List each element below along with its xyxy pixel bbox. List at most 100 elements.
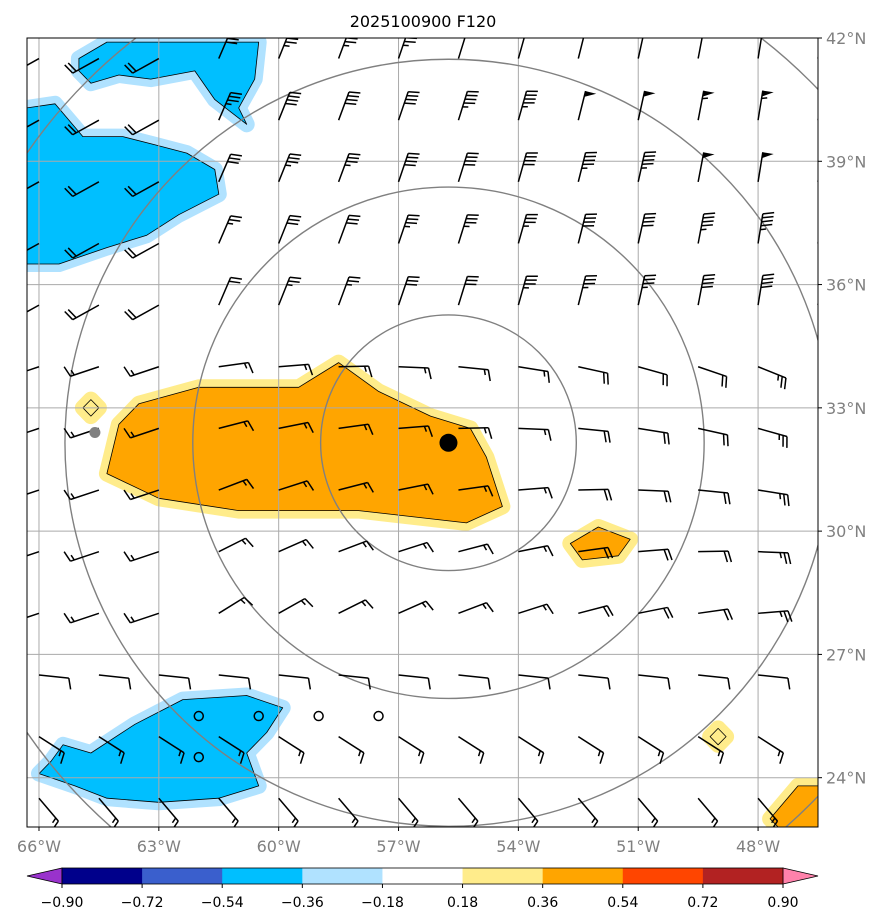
wind-barb-staff [637,90,646,121]
wind-barb [457,797,479,827]
wind-barb [278,598,314,614]
wind-barb-feather [306,480,315,491]
wind-barb [338,540,374,553]
wind-barb-feather [427,483,434,495]
wind-barb [98,797,119,827]
wind-barb [697,427,729,447]
wind-barb-feather [123,612,131,624]
wind-barb-half-feather [423,426,428,432]
wind-barb-feather [643,216,656,219]
wind-barb-staff [577,152,587,183]
wind-barb [577,151,597,183]
wind-barb-staff [218,277,232,306]
colorbar: −0.90 −0.72 −0.54 −0.36 −0.18 0.18 0.36 0.54 0.7… [26,867,819,911]
region-blue-sw [38,695,284,803]
region-yellow-dot-east [709,728,727,746]
wind-barb-feather [230,91,243,95]
wind-barb-feather [408,152,420,155]
wind-barb [124,57,160,74]
wind-barb [397,91,420,121]
wind-barb-feather [123,551,131,562]
wind-barb-half-feather [777,750,781,757]
wind-barb-feather [247,678,252,690]
wind-barb-half-feather [361,601,367,607]
wind-barb [697,212,716,244]
calm-station-circle [193,751,205,763]
wind-barb-half-feather [343,44,350,47]
wind-barb-staff [398,425,429,430]
wind-barb-half-feather [542,604,547,611]
wind-barb-half-feather [130,493,135,499]
region-blue-nw-top [78,41,260,125]
wind-barb-feather [722,433,725,446]
wind-barb-feather [546,603,554,615]
region-orange-corner [769,785,818,827]
wind-barb-half-feather [70,493,75,499]
wind-barb [278,363,314,376]
wind-barb-staff [72,119,100,136]
wind-barb-half-feather [771,817,776,824]
wind-barb-staff [27,366,40,372]
wind-barb-feather [230,215,243,219]
wind-barb-staff [130,366,160,377]
wind-barb-half-feather [421,602,427,608]
wind-barb-feather [783,552,788,564]
wind-barb-feather [344,102,357,106]
map-frame [26,37,819,828]
wind-barb-staff [637,214,646,244]
wind-barb-staff [638,674,669,679]
wind-barb-feather [179,752,185,764]
wind-barb [218,153,243,183]
wind-barb-feather [243,596,254,606]
wind-barb-staff [27,612,40,619]
wind-barb-staff [218,596,245,614]
wind-barb [277,276,302,306]
wind-barb-staff [457,797,479,822]
wind-barb-feather [786,494,790,507]
wind-barb-staff [637,735,664,754]
wind-barb-staff [337,38,348,59]
wind-barb-staff [698,674,729,679]
wind-barb [218,91,243,121]
wind-barb-feather [779,752,785,764]
wind-barb-feather [299,752,305,764]
lon-tick-label: 60°W [257,837,301,856]
wind-barb [458,674,491,690]
wind-barb-staff [458,366,489,371]
wind-barb [338,481,374,493]
storm-center-marker [439,433,458,452]
wind-barb-staff [458,601,487,615]
wind-barb-staff [278,538,307,553]
region-blue-nw-west [27,103,220,265]
wind-barb-feather [663,490,668,503]
wind-barb-feather [173,820,179,827]
wind-barb-staff [757,797,779,822]
wind-barb-feather [348,214,361,218]
wind-barb-staff [158,674,189,679]
wind-barb [758,610,793,623]
wind-barb-feather [726,434,729,447]
wind-barb [338,735,365,764]
wind-barb [98,674,132,690]
wind-barb-staff [397,91,409,121]
wind-barb-staff [27,489,40,495]
wind-barb [398,483,434,495]
wind-barb-staff [27,57,40,67]
wind-barb-feather [233,820,239,827]
wind-barb [278,421,314,434]
wind-barb-feather [239,752,245,764]
wind-barb-staff [337,91,350,121]
wind-barb [27,366,40,372]
wind-barb [757,489,790,507]
wind-barb-feather [288,156,300,160]
wind-barb-staff [278,363,309,368]
wind-barb-feather [599,752,605,764]
wind-barb-feather [63,489,72,500]
wind-barb-flag [761,90,774,97]
wind-barb [338,423,374,436]
wind-barb-staff [697,275,705,306]
wind-barb [218,420,255,432]
wind-barb-flag [702,152,715,159]
wind-barb [278,480,315,491]
